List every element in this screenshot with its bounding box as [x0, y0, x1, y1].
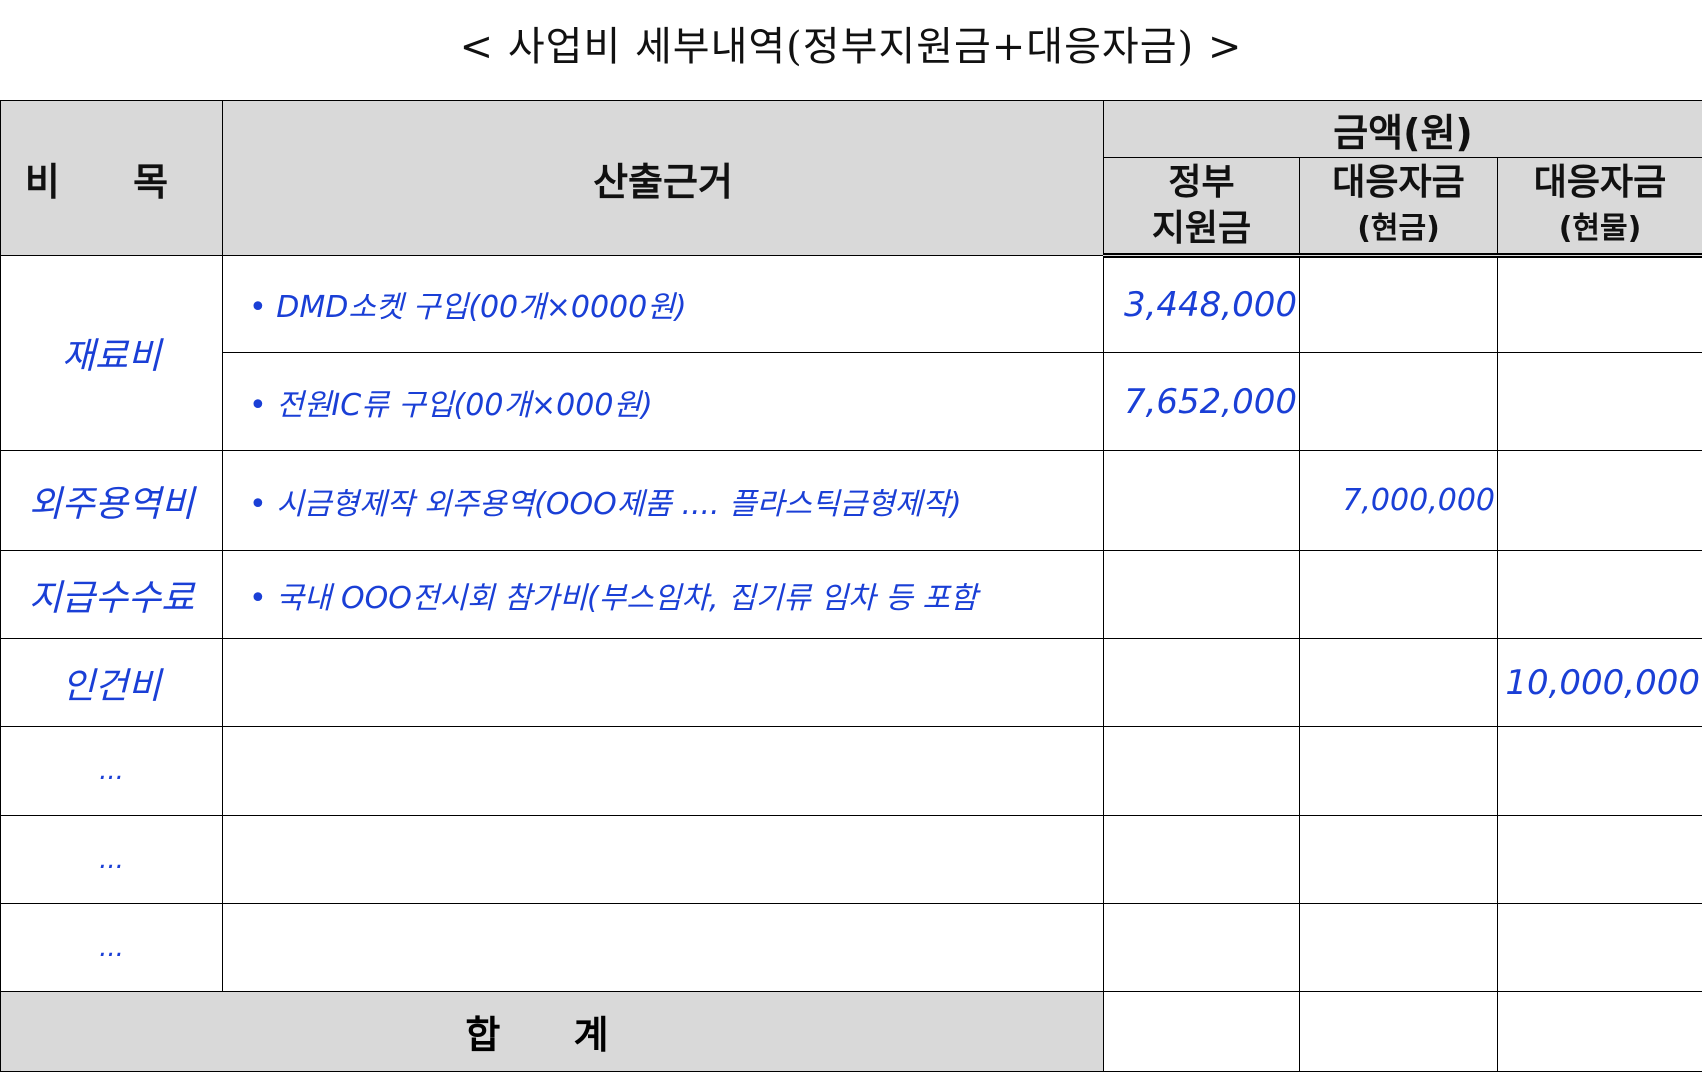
cash-amount-cell [1300, 904, 1498, 992]
basis-cell: • 시금형제작 외주용역(OOO제품 .... 플라스틱금형제작) [223, 451, 1104, 551]
kind-amount-cell [1498, 816, 1702, 904]
gov-amount-cell [1104, 551, 1300, 639]
cash-amount-cell [1300, 639, 1498, 727]
table-row: • 전원IC류 구입(00개×000원) 7,652,000 [1, 353, 1702, 451]
table-row: 인건비 10,000,000 [1, 639, 1702, 727]
table-row: 지급수수료 • 국내 OOO전시회 참가비(부스임차, 집기류 임차 등 포함 [1, 551, 1702, 639]
kind-amount-cell [1498, 551, 1702, 639]
gov-amount-cell [1104, 816, 1300, 904]
table-row: ... [1, 816, 1702, 904]
category-outsourcing: 외주용역비 [1, 451, 223, 551]
cash-amount-cell [1300, 816, 1498, 904]
basis-cell [223, 816, 1104, 904]
cash-amount-cell: 7,000,000 [1300, 451, 1498, 551]
budget-table: 비 목 산출근거 금액(원) 정부 지원금 대응자금 (현금) 대응자금 (현물… [0, 100, 1702, 1072]
gov-amount-cell [1104, 451, 1300, 551]
table-row: 외주용역비 • 시금형제작 외주용역(OOO제품 .... 플라스틱금형제작) … [1, 451, 1702, 551]
total-gov-cell [1104, 992, 1300, 1072]
total-kind-cell [1498, 992, 1702, 1072]
cash-amount-cell [1300, 727, 1498, 816]
header-row-top: 비 목 산출근거 금액(원) [1, 101, 1702, 158]
total-cash-cell [1300, 992, 1498, 1072]
header-gov-support: 정부 지원금 [1104, 158, 1300, 256]
total-label: 합 계 [1, 992, 1104, 1072]
table-row: ... [1, 727, 1702, 816]
cash-amount-cell [1300, 256, 1498, 353]
basis-cell [223, 639, 1104, 727]
category-labor: 인건비 [1, 639, 223, 727]
header-matching-cash: 대응자금 (현금) [1300, 158, 1498, 256]
basis-cell: • DMD소켓 구입(00개×0000원) [223, 256, 1104, 353]
basis-cell [223, 727, 1104, 816]
gov-amount-cell: 3,448,000 [1104, 256, 1300, 353]
kind-amount-cell [1498, 256, 1702, 353]
basis-cell: • 전원IC류 구입(00개×000원) [223, 353, 1104, 451]
kind-amount-cell [1498, 727, 1702, 816]
kind-amount-cell: 10,000,000 [1498, 639, 1702, 727]
gov-amount-cell [1104, 639, 1300, 727]
header-basis: 산출근거 [223, 101, 1104, 256]
category-extra: ... [1, 816, 223, 904]
gov-amount-cell [1104, 904, 1300, 992]
table-row: ... [1, 904, 1702, 992]
basis-cell [223, 904, 1104, 992]
kind-amount-cell [1498, 451, 1702, 551]
gov-amount-cell [1104, 727, 1300, 816]
kind-amount-cell [1498, 353, 1702, 451]
basis-cell: • 국내 OOO전시회 참가비(부스임차, 집기류 임차 등 포함 [223, 551, 1104, 639]
table-row: 재료비 • DMD소켓 구입(00개×0000원) 3,448,000 [1, 256, 1702, 353]
header-category: 비 목 [1, 101, 223, 256]
document-title: < 사업비 세부내역(정부지원금+대응자금) > [0, 14, 1702, 72]
kind-amount-cell [1498, 904, 1702, 992]
gov-amount-cell: 7,652,000 [1104, 353, 1300, 451]
category-fees: 지급수수료 [1, 551, 223, 639]
category-materials: 재료비 [1, 256, 223, 451]
header-amount: 금액(원) [1104, 101, 1702, 158]
category-extra: ... [1, 904, 223, 992]
cash-amount-cell [1300, 353, 1498, 451]
category-extra: ... [1, 727, 223, 816]
header-matching-kind: 대응자금 (현물) [1498, 158, 1702, 256]
total-row: 합 계 [1, 992, 1702, 1072]
cash-amount-cell [1300, 551, 1498, 639]
